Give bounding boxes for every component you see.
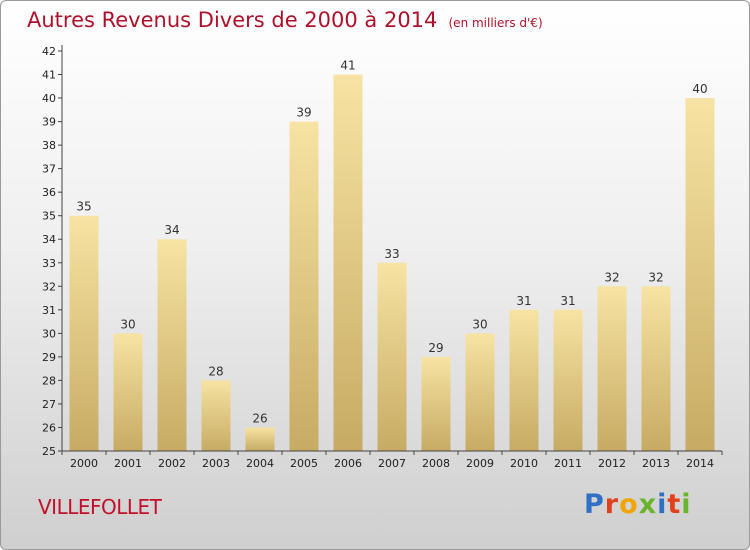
data-label: 28 [208,364,223,378]
logo-letter: t [667,489,682,520]
bar [377,262,407,451]
logo-letter: x [638,489,658,520]
x-tick-label: 2000 [70,457,98,470]
x-tick-label: 2001 [114,457,142,470]
data-label: 32 [604,270,619,284]
bar [641,286,671,451]
axes-group: 25 26 27 28 29 30 31 32 33 34 35 36 37 38 39 40 41 42 2000… [42,45,723,470]
x-tick-label: 2003 [202,457,230,470]
x-tick-label: 2011 [554,457,582,470]
data-label: 26 [252,411,267,425]
y-tick-label: 42 [42,45,56,58]
y-tick-label: 29 [42,351,56,364]
logo-letter: o [619,489,639,520]
y-tick-label: 32 [42,280,56,293]
x-tick-label: 2012 [598,457,626,470]
data-label: 30 [120,317,135,331]
bar [69,215,99,451]
y-tick-label: 33 [42,257,56,270]
bar [333,74,363,451]
bar [421,356,451,451]
data-label: 31 [560,294,575,308]
bar [553,309,583,451]
data-label: 40 [692,82,707,96]
bars-group: 35 30 34 28 26 39 41 33 29 30 31 31 32 32 40 [69,59,715,452]
logo-letter: i [657,489,668,520]
bar [157,239,187,451]
y-tick-label: 40 [42,92,56,105]
bar [597,286,627,451]
chart-title: Autres Revenus Divers de 2000 à 2014 [27,8,438,32]
data-label: 33 [384,247,399,261]
x-tick-label: 2002 [158,457,186,470]
y-tick-label: 34 [42,233,56,246]
chart-subtitle: (en milliers d'€) [448,16,543,30]
x-tick-label: 2010 [510,457,538,470]
y-tick-label: 35 [42,210,56,223]
bar [685,98,715,451]
bar [201,380,231,451]
bar [465,333,495,451]
bar [245,427,275,451]
x-tick-label: 2008 [422,457,450,470]
logo-letter: r [604,489,620,520]
x-tick-label: 2014 [686,457,714,470]
data-label: 34 [164,223,179,237]
x-tick-label: 2013 [642,457,670,470]
x-tick-label: 2006 [334,457,362,470]
x-tick-label: 2009 [466,457,494,470]
y-tick-label: 31 [42,304,56,317]
x-tick-label: 2004 [246,457,274,470]
y-tick-label: 39 [42,116,56,129]
y-tick-label: 28 [42,374,56,387]
y-tick-label: 27 [42,398,56,411]
logo-letter: i [681,489,692,520]
data-label: 35 [76,200,91,214]
data-label: 39 [296,106,311,120]
logo-letter: P [584,489,605,520]
y-tick-label: 25 [42,445,56,458]
y-tick-label: 37 [42,163,56,176]
chart-title-block: Autres Revenus Divers de 2000 à 2014 (en… [27,8,543,32]
y-tick-label: 36 [42,186,56,199]
data-label: 41 [340,59,355,73]
x-tick-label: 2007 [378,457,406,470]
proxiti-logo[interactable]: Proxiti [584,489,692,520]
town-name: VILLEFOLLET [38,495,162,519]
y-tick-label: 30 [42,327,56,340]
y-tick-label: 26 [42,421,56,434]
data-label: 31 [516,294,531,308]
bar [509,309,539,451]
y-tick-label: 38 [42,139,56,152]
data-label: 29 [428,341,443,355]
y-tick-label: 41 [42,69,56,82]
data-label: 30 [472,317,487,331]
bar [289,121,319,452]
x-tick-label: 2005 [290,457,318,470]
data-label: 32 [648,270,663,284]
bar [113,333,143,451]
